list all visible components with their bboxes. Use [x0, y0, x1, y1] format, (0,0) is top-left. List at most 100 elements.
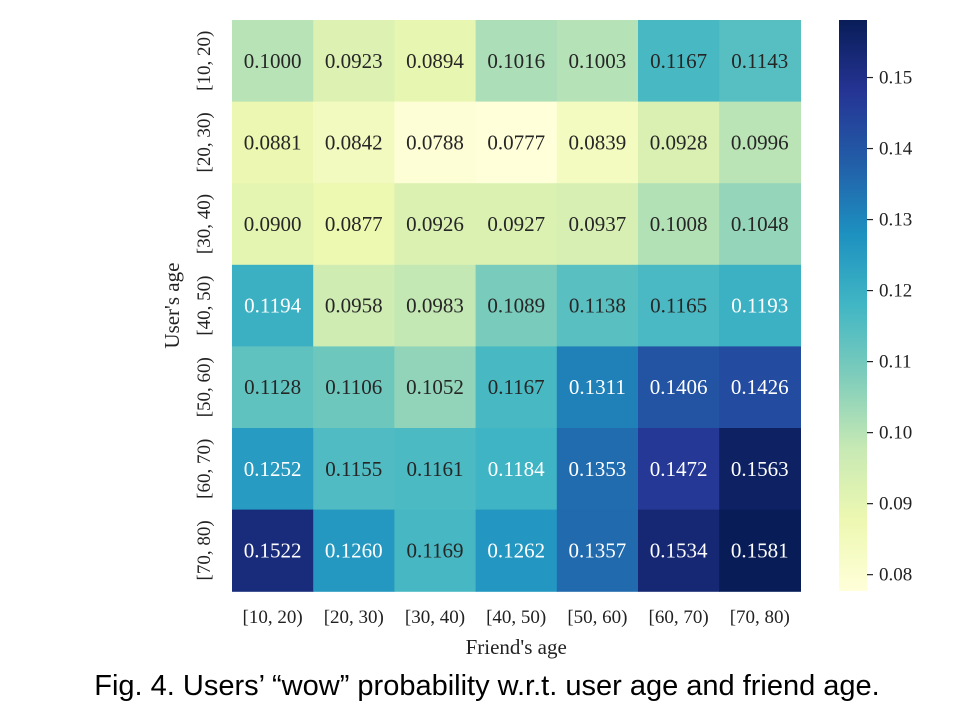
- cell-value-label: 0.1138: [569, 294, 626, 318]
- heatmap-cell: [638, 509, 720, 592]
- cell-value-label: 0.1252: [244, 457, 302, 481]
- x-tick-label: [10, 20): [243, 607, 303, 628]
- colorbar-tick-label: 0.12: [879, 281, 912, 302]
- cell-value-label: 0.1016: [487, 49, 545, 73]
- cell-value-label: 0.0983: [406, 294, 464, 318]
- y-tick-label: [40, 50): [194, 276, 215, 336]
- colorbar-tick-label: 0.15: [879, 68, 912, 89]
- cell-value-label: 0.1406: [650, 375, 708, 399]
- colorbar-tick-label: 0.14: [879, 139, 913, 160]
- cell-value-label: 0.0881: [244, 130, 302, 154]
- cell-value-label: 0.1193: [731, 294, 788, 318]
- heatmap-cell: [556, 20, 639, 103]
- colorbar-tick-label: 0.09: [879, 494, 912, 515]
- heatmap-cell: [475, 428, 558, 511]
- heatmap-cell: [394, 264, 477, 347]
- cell-value-label: 0.1357: [569, 538, 627, 562]
- y-tick-labels: [10, 20) [20, 30) [30, 40) [40, 50) [50, 60)…: [194, 31, 215, 581]
- figure-caption: Fig. 4. Users’ “wow” probability w.r.t. …: [94, 670, 880, 702]
- heatmap-cell: [394, 101, 477, 184]
- heatmap-cell: [313, 183, 395, 266]
- cell-value-label: 0.1052: [406, 375, 464, 399]
- cell-value-label: 0.0777: [487, 130, 545, 154]
- y-tick-label: [10, 20): [194, 31, 215, 91]
- heatmap-cell: [556, 509, 639, 592]
- heatmap-cell: [475, 101, 558, 184]
- heatmap-cell: [232, 264, 314, 347]
- cell-value-label: 0.1563: [731, 457, 789, 481]
- heatmap-cell: [313, 20, 395, 103]
- heatmap-cell: [719, 101, 801, 184]
- heatmap-cell: [719, 20, 801, 103]
- heatmap-cell: [313, 346, 395, 429]
- heatmap-chart: 0.1000 0.0923 0.0894 0.1016 0.1003 0.1167 0.11…: [160, 20, 913, 659]
- cell-value-label: 0.1167: [650, 49, 707, 73]
- cell-value-label: 0.0877: [325, 212, 383, 236]
- cell-value-label: 0.1262: [487, 538, 545, 562]
- heatmap-cell: [394, 428, 477, 511]
- heatmap-cell: [232, 346, 314, 429]
- colorbar-ticks: 0.08 0.09 0.10 0.11 0.12 0.13 0.14 0.15: [867, 68, 913, 586]
- cell-value-label: 0.1169: [407, 538, 464, 562]
- cell-value-label: 0.1128: [244, 375, 301, 399]
- heatmap-cell: [719, 428, 801, 511]
- x-tick-label: [20, 30): [324, 607, 384, 628]
- cell-value-label: 0.1003: [569, 49, 627, 73]
- cell-value-label: 0.1194: [244, 294, 301, 318]
- heatmap-cell: [475, 264, 558, 347]
- x-tick-label: [40, 50): [486, 607, 546, 628]
- cell-value-label: 0.1534: [650, 538, 708, 562]
- cell-value-label: 0.0923: [325, 49, 383, 73]
- cell-value-label: 0.0928: [650, 130, 708, 154]
- heatmap-cell: [232, 183, 314, 266]
- cell-value-label: 0.1260: [325, 538, 383, 562]
- colorbar-tick-label: 0.11: [879, 352, 912, 373]
- heatmap-cell: [556, 183, 639, 266]
- heatmap-cell: [638, 20, 720, 103]
- heatmap-cell: [232, 509, 314, 592]
- heatmap-cell: [638, 264, 720, 347]
- y-axis-label: User's age: [160, 263, 184, 349]
- heatmap-cell: [313, 428, 395, 511]
- heatmap-cell: [475, 20, 558, 103]
- cell-value-label: 0.1426: [731, 375, 789, 399]
- heatmap-cell: [719, 183, 801, 266]
- heatmap-cell-labels: 0.1000 0.0923 0.0894 0.1016 0.1003 0.1167 0.11…: [244, 49, 789, 563]
- heatmap-cell: [638, 346, 720, 429]
- heatmap-cell: [556, 264, 639, 347]
- x-tick-label: [30, 40): [405, 607, 465, 628]
- cell-value-label: 0.1048: [731, 212, 789, 236]
- y-tick-label: [60, 70): [194, 439, 215, 499]
- heatmap-cell: [313, 509, 395, 592]
- heatmap-cell: [475, 346, 558, 429]
- cell-value-label: 0.1161: [407, 457, 464, 481]
- cell-value-label: 0.0894: [406, 49, 464, 73]
- heatmap-cell: [232, 428, 314, 511]
- cell-value-label: 0.0842: [325, 130, 383, 154]
- cell-value-label: 0.1143: [731, 49, 788, 73]
- colorbar: [839, 20, 867, 591]
- cell-value-label: 0.1353: [569, 457, 627, 481]
- cell-value-label: 0.1581: [731, 538, 789, 562]
- y-tick-label: [30, 40): [194, 194, 215, 254]
- cell-value-label: 0.1311: [569, 375, 626, 399]
- heatmap-cell: [232, 20, 314, 103]
- heatmap-cells: [232, 20, 801, 592]
- cell-value-label: 0.0958: [325, 294, 383, 318]
- cell-value-label: 0.0839: [569, 130, 627, 154]
- colorbar-tick-label: 0.08: [879, 565, 912, 586]
- heatmap-cell: [638, 101, 720, 184]
- heatmap-cell: [556, 101, 639, 184]
- heatmap-cell: [394, 183, 477, 266]
- heatmap-cell: [719, 509, 801, 592]
- cell-value-label: 0.0926: [406, 212, 464, 236]
- y-tick-label: [70, 80): [194, 520, 215, 580]
- x-tick-label: [60, 70): [649, 607, 709, 628]
- heatmap-cell: [475, 509, 558, 592]
- heatmap-cell: [556, 346, 639, 429]
- cell-value-label: 0.1184: [488, 457, 545, 481]
- x-axis-label: Friend's age: [466, 635, 567, 659]
- heatmap-cell: [394, 509, 477, 592]
- cell-value-label: 0.1165: [650, 294, 707, 318]
- cell-value-label: 0.1155: [325, 457, 382, 481]
